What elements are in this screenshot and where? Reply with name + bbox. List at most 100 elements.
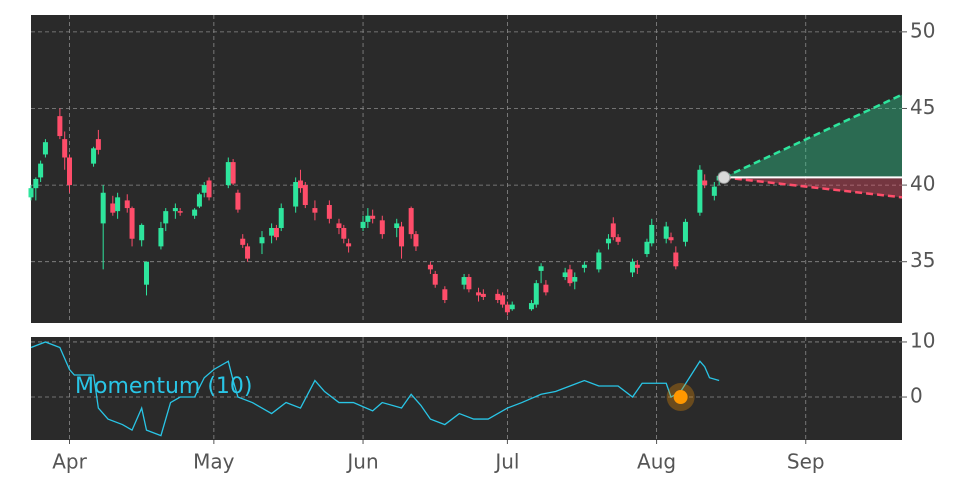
candle-body xyxy=(480,293,486,297)
y-tick-label: 50 xyxy=(910,18,935,42)
candle-body xyxy=(225,162,231,186)
candle-body xyxy=(269,227,275,236)
x-tick-label: Jun xyxy=(345,450,378,474)
candle-body xyxy=(567,269,573,284)
candle-body xyxy=(28,188,34,198)
candle-body xyxy=(240,238,246,245)
candle-body xyxy=(95,139,101,150)
y-tick-label: 10 xyxy=(910,328,935,352)
candle-body xyxy=(297,180,303,189)
candle-body xyxy=(139,224,145,241)
y-tick-label: 40 xyxy=(910,172,935,196)
x-tick-label: Jul xyxy=(493,450,519,474)
candle-body xyxy=(129,208,135,239)
price-panel xyxy=(31,15,902,323)
candle-body xyxy=(235,192,241,210)
candle-body xyxy=(172,208,178,212)
candle-body xyxy=(533,283,539,305)
candle-body xyxy=(100,192,106,224)
candle-body xyxy=(273,227,279,238)
candle-body xyxy=(62,139,68,158)
candle-body xyxy=(370,215,376,219)
candle-body xyxy=(42,142,48,155)
candle-body xyxy=(605,238,611,244)
forecast-start-dot xyxy=(717,170,731,184)
candle-body xyxy=(432,273,438,285)
candle-body xyxy=(196,194,202,207)
candle-body xyxy=(615,237,621,242)
candle-body xyxy=(504,304,510,313)
y-tick-label: 35 xyxy=(910,248,935,272)
candle-body xyxy=(495,293,501,301)
candle-body xyxy=(293,182,299,207)
candle-body xyxy=(413,234,419,247)
candle-body xyxy=(476,292,482,296)
y-tick-label: 45 xyxy=(910,95,935,119)
candle-body xyxy=(461,277,467,285)
candle-body xyxy=(177,211,183,213)
candle-body xyxy=(379,220,385,235)
candle-body xyxy=(394,223,400,228)
candle-body xyxy=(663,226,669,239)
candle-body xyxy=(312,208,318,213)
candle-body xyxy=(399,226,405,247)
candle-body xyxy=(201,185,207,193)
candle-body xyxy=(115,197,121,212)
candle-body xyxy=(711,186,717,196)
candle-body xyxy=(509,304,515,310)
candle-body xyxy=(581,264,587,268)
candle-body xyxy=(673,252,679,267)
candle-body xyxy=(91,148,97,164)
candle-body xyxy=(543,284,549,293)
candle-body xyxy=(124,200,130,209)
candle-body xyxy=(562,272,568,278)
x-tick-label: May xyxy=(193,450,235,474)
candle-body xyxy=(630,261,636,273)
candle-body xyxy=(278,208,284,228)
candle-body xyxy=(302,185,308,206)
marker-dot xyxy=(673,390,688,405)
candle-body xyxy=(336,223,342,228)
momentum-line xyxy=(30,341,720,437)
candle-body xyxy=(259,237,265,244)
forecast-lower-line xyxy=(723,176,903,199)
candle-body xyxy=(538,266,544,271)
candle-body xyxy=(649,224,655,244)
candle-body xyxy=(610,223,616,238)
candle-body xyxy=(697,169,703,213)
candle-body xyxy=(245,246,251,259)
indicator-label: Momentum (10) xyxy=(75,374,253,399)
candle-body xyxy=(668,237,674,241)
candle-body xyxy=(33,178,39,189)
x-tick-label: Sep xyxy=(787,450,825,474)
candle-body xyxy=(230,162,236,184)
x-tick-label: Apr xyxy=(52,450,87,474)
candle-body xyxy=(500,295,506,305)
candle-body xyxy=(360,221,366,228)
candle-body xyxy=(192,209,198,216)
candle-body xyxy=(644,241,650,255)
candle-body xyxy=(442,289,448,301)
momentum-panel xyxy=(31,337,902,440)
candle-body xyxy=(66,157,72,186)
candle-body xyxy=(143,261,149,285)
candle-body xyxy=(346,243,352,247)
candle-body xyxy=(38,163,44,178)
candle-body xyxy=(682,221,688,242)
y-tick-label: 0 xyxy=(910,384,923,408)
candle-body xyxy=(110,203,116,213)
candle-body xyxy=(158,227,164,247)
candle-body xyxy=(163,211,169,224)
candle-body xyxy=(427,264,433,270)
candle-body xyxy=(572,277,578,282)
candle-body xyxy=(57,116,63,137)
x-tick-label: Aug xyxy=(637,450,676,474)
candle-body xyxy=(528,303,534,310)
candle-body xyxy=(466,277,472,290)
candle-body xyxy=(341,227,347,239)
candle-body xyxy=(206,180,212,198)
candle-body xyxy=(702,180,708,186)
candle-body xyxy=(365,215,371,222)
